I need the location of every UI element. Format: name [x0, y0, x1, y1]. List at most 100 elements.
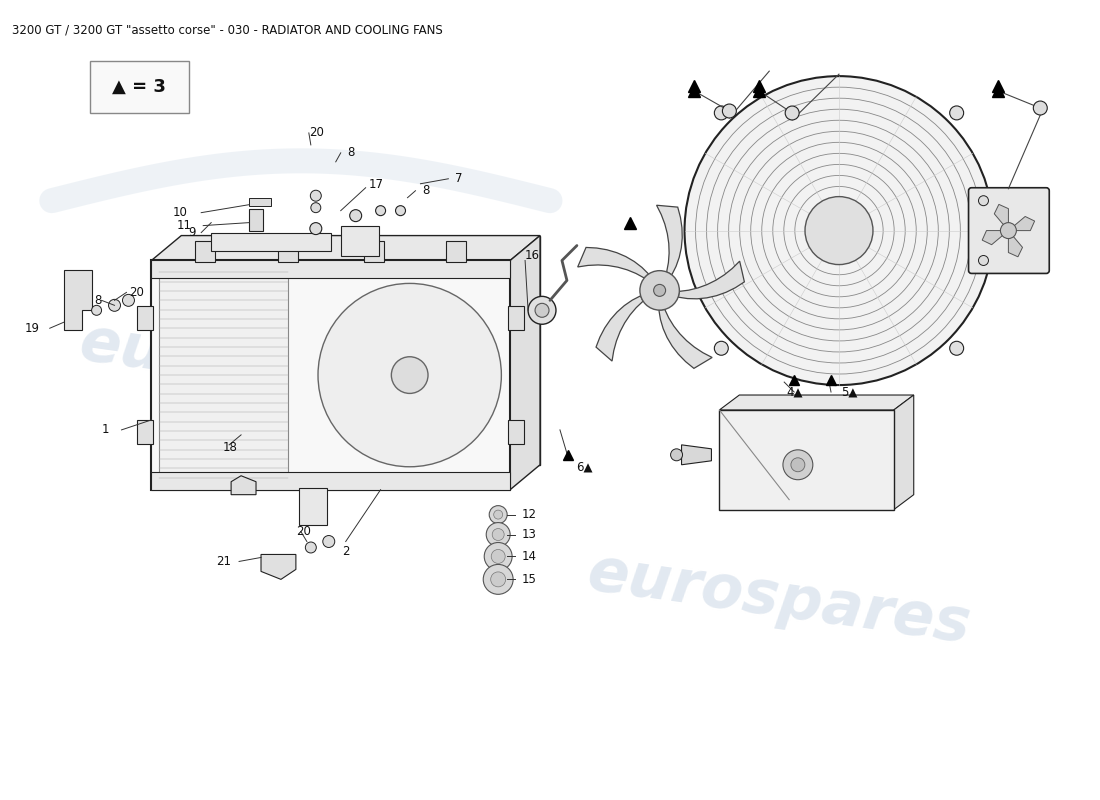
Bar: [364, 241, 384, 262]
Circle shape: [306, 542, 317, 553]
Circle shape: [375, 206, 386, 216]
Circle shape: [1000, 222, 1016, 238]
Circle shape: [392, 357, 428, 394]
Text: 3200 GT / 3200 GT "assetto corse" - 030 - RADIATOR AND COOLING FANS: 3200 GT / 3200 GT "assetto corse" - 030 …: [12, 23, 442, 36]
Circle shape: [653, 285, 666, 296]
Bar: [341, 226, 378, 255]
Circle shape: [684, 76, 993, 385]
Circle shape: [491, 572, 506, 587]
Circle shape: [322, 535, 334, 547]
Text: 15: 15: [522, 573, 537, 586]
Text: 14: 14: [522, 550, 537, 563]
Bar: [447, 241, 466, 262]
Circle shape: [109, 299, 121, 311]
Text: eurospares: eurospares: [584, 543, 975, 655]
Polygon shape: [679, 261, 745, 299]
Text: 20: 20: [309, 126, 323, 139]
Circle shape: [494, 510, 503, 519]
Bar: [138, 306, 153, 330]
Text: 6▲: 6▲: [576, 460, 593, 474]
Circle shape: [785, 106, 799, 120]
Text: 8: 8: [422, 184, 430, 198]
Circle shape: [1033, 101, 1047, 115]
Circle shape: [492, 529, 504, 541]
Circle shape: [484, 542, 513, 570]
Bar: [152, 261, 510, 278]
Polygon shape: [1009, 230, 1023, 257]
Polygon shape: [596, 296, 644, 361]
Circle shape: [396, 206, 406, 216]
Text: 18: 18: [223, 442, 238, 454]
Text: 7: 7: [455, 172, 463, 186]
Text: 8: 8: [95, 294, 101, 307]
Circle shape: [723, 104, 736, 118]
Bar: [89, 61, 189, 113]
Polygon shape: [1009, 217, 1035, 230]
Bar: [152, 261, 510, 490]
Circle shape: [91, 306, 101, 315]
Polygon shape: [657, 206, 682, 275]
Circle shape: [979, 255, 989, 266]
Circle shape: [528, 296, 556, 324]
Circle shape: [671, 449, 682, 461]
Circle shape: [805, 197, 873, 265]
Bar: [277, 241, 298, 262]
Text: 19: 19: [25, 322, 40, 334]
Bar: [508, 306, 524, 330]
Circle shape: [483, 565, 513, 594]
Circle shape: [979, 196, 989, 206]
Text: ▲ = 3: ▲ = 3: [112, 78, 166, 96]
Circle shape: [949, 106, 964, 120]
Text: 20: 20: [130, 286, 144, 299]
Text: 2: 2: [342, 545, 350, 558]
Text: 12: 12: [522, 508, 537, 521]
Text: 1: 1: [102, 423, 110, 436]
Bar: [138, 421, 153, 444]
Polygon shape: [982, 230, 1009, 245]
Text: 11: 11: [176, 219, 191, 232]
Circle shape: [791, 458, 805, 472]
Bar: [152, 472, 510, 490]
Circle shape: [714, 342, 728, 355]
Text: 10: 10: [173, 206, 187, 219]
Bar: [299, 488, 327, 525]
Circle shape: [310, 222, 322, 234]
Circle shape: [486, 522, 510, 546]
Text: 9: 9: [189, 226, 196, 239]
Text: 16: 16: [525, 249, 540, 262]
Bar: [160, 273, 288, 478]
Bar: [508, 421, 524, 444]
Circle shape: [640, 270, 680, 310]
Bar: [211, 233, 331, 250]
Circle shape: [310, 190, 321, 201]
Text: eurospares: eurospares: [76, 314, 466, 426]
Circle shape: [490, 506, 507, 523]
Circle shape: [318, 283, 502, 466]
Circle shape: [535, 303, 549, 318]
Text: 8: 8: [348, 146, 355, 159]
Bar: [719, 410, 894, 510]
Circle shape: [783, 450, 813, 480]
Polygon shape: [231, 476, 256, 494]
Circle shape: [311, 202, 321, 213]
Text: 17: 17: [368, 178, 384, 191]
Polygon shape: [152, 235, 540, 261]
Text: 5▲: 5▲: [842, 386, 857, 398]
Polygon shape: [182, 235, 540, 465]
Text: 13: 13: [522, 528, 537, 541]
Polygon shape: [249, 209, 263, 230]
Circle shape: [492, 550, 505, 563]
Circle shape: [122, 294, 134, 306]
Polygon shape: [64, 270, 91, 330]
Polygon shape: [994, 204, 1009, 230]
Circle shape: [949, 342, 964, 355]
Polygon shape: [510, 235, 540, 490]
Bar: [195, 241, 216, 262]
Text: 20: 20: [296, 525, 311, 538]
Text: 4▲: 4▲: [786, 386, 803, 398]
Bar: [249, 198, 271, 206]
Circle shape: [714, 106, 728, 120]
Polygon shape: [719, 395, 914, 410]
Polygon shape: [261, 554, 296, 579]
FancyBboxPatch shape: [968, 188, 1049, 274]
